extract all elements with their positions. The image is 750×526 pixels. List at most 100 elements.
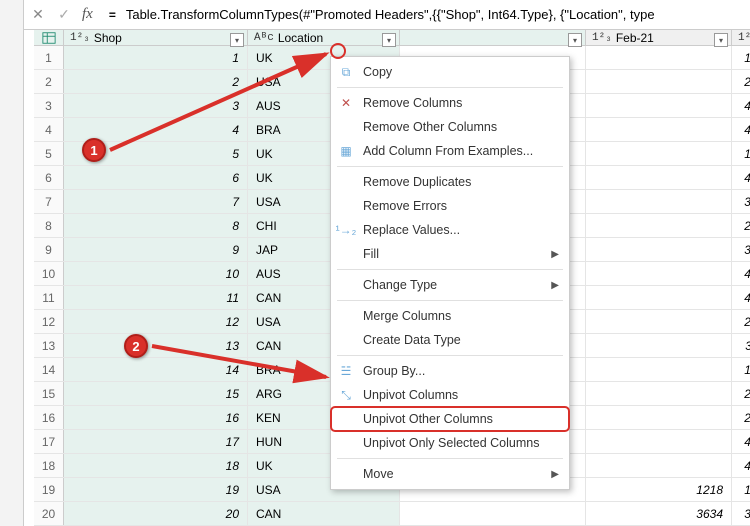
menu-item[interactable]: ✕Remove Columns	[331, 91, 569, 115]
cell-mar[interactable]: 1707	[732, 142, 750, 165]
cell-feb[interactable]	[586, 382, 732, 405]
menu-item[interactable]: Create Data Type	[331, 328, 569, 352]
cell-shop[interactable]: 20	[64, 502, 248, 525]
cell-feb[interactable]	[586, 238, 732, 261]
cell-shop[interactable]: 3	[64, 94, 248, 117]
unpivot-icon: ⤡	[337, 388, 355, 403]
type-int-icon: 1²₃	[738, 32, 750, 44]
cell-feb[interactable]	[586, 70, 732, 93]
cell-shop[interactable]: 1	[64, 46, 248, 69]
cell-mar[interactable]: 2182	[732, 70, 750, 93]
menu-item-label: Remove Other Columns	[363, 120, 559, 134]
cell-feb[interactable]	[586, 430, 732, 453]
menu-item[interactable]: Fill▶	[331, 242, 569, 266]
menu-item[interactable]: Move▶	[331, 462, 569, 486]
menu-item[interactable]: Unpivot Only Selected Columns	[331, 431, 569, 455]
cell-shop[interactable]: 14	[64, 358, 248, 381]
cell-mar[interactable]: 1871	[732, 478, 750, 501]
cell-shop[interactable]: 8	[64, 214, 248, 237]
cell-mar[interactable]: 4234	[732, 430, 750, 453]
menu-item[interactable]: Change Type▶	[331, 273, 569, 297]
cell-feb[interactable]	[586, 94, 732, 117]
cell-shop[interactable]: 6	[64, 166, 248, 189]
cell-shop[interactable]: 15	[64, 382, 248, 405]
dropdown-icon[interactable]: ▾	[714, 33, 728, 47]
confirm-icon[interactable]: ✓	[56, 6, 72, 23]
cell-feb[interactable]	[586, 166, 732, 189]
cell-mar[interactable]: 3281	[732, 502, 750, 525]
cell-mar[interactable]: 4645	[732, 118, 750, 141]
cell-mar[interactable]: 1470	[732, 358, 750, 381]
cell-mar[interactable]: 4799	[732, 286, 750, 309]
cell-feb[interactable]	[586, 358, 732, 381]
formula-text[interactable]: Table.TransformColumnTypes(#"Promoted He…	[126, 7, 655, 22]
cell-shop[interactable]: 19	[64, 478, 248, 501]
cell-shop[interactable]: 18	[64, 454, 248, 477]
cell-feb[interactable]	[586, 118, 732, 141]
cell-shop[interactable]: 2	[64, 70, 248, 93]
column-header-shop[interactable]: 1²₃ Shop ▾	[64, 30, 248, 45]
cell-shop[interactable]: 11	[64, 286, 248, 309]
menu-item[interactable]: ⧉Copy	[331, 60, 569, 84]
menu-item-label: Group By...	[363, 364, 559, 378]
cell-mar[interactable]: 3911	[732, 334, 750, 357]
cell-mar[interactable]: 2153	[732, 310, 750, 333]
menu-item[interactable]: ¹→₂Replace Values...	[331, 218, 569, 242]
cell-mar[interactable]: 4343	[732, 262, 750, 285]
table-row[interactable]: 2020CAN36343281	[34, 502, 750, 526]
cell-feb[interactable]	[586, 286, 732, 309]
cell-shop[interactable]: 13	[64, 334, 248, 357]
cell-shop[interactable]: 12	[64, 310, 248, 333]
cell-feb[interactable]	[586, 334, 732, 357]
cell-feb[interactable]	[586, 406, 732, 429]
menu-item[interactable]: ⤡Unpivot Columns	[331, 383, 569, 407]
dropdown-icon[interactable]: ▾	[382, 33, 396, 47]
fx-icon[interactable]: fx	[82, 6, 93, 23]
cell-shop[interactable]: 7	[64, 190, 248, 213]
menu-separator	[337, 355, 563, 356]
row-number: 19	[34, 478, 64, 501]
cell-mar[interactable]: 3988	[732, 190, 750, 213]
cell-mar[interactable]: 4984	[732, 94, 750, 117]
cell-mar[interactable]: 2855	[732, 406, 750, 429]
menu-item[interactable]: ▦Add Column From Examples...	[331, 139, 569, 163]
menu-item-label: Unpivot Only Selected Columns	[363, 436, 559, 450]
cell-mar[interactable]: 4499	[732, 454, 750, 477]
cell-mar[interactable]: 2678	[732, 214, 750, 237]
menu-item[interactable]: Unpivot Other Columns	[331, 407, 569, 431]
cell-shop[interactable]: 16	[64, 406, 248, 429]
row-number: 16	[34, 406, 64, 429]
menu-item[interactable]: Remove Errors	[331, 194, 569, 218]
cell-feb[interactable]	[586, 454, 732, 477]
cell-mar[interactable]: 2900	[732, 382, 750, 405]
dropdown-icon[interactable]: ▾	[230, 33, 244, 47]
column-header-mar[interactable]: 1²₃ Mar	[732, 30, 750, 45]
menu-item[interactable]: Merge Columns	[331, 304, 569, 328]
cell-shop[interactable]: 10	[64, 262, 248, 285]
table-corner[interactable]	[34, 30, 64, 45]
cell-shop[interactable]: 9	[64, 238, 248, 261]
col-label: Shop	[94, 31, 241, 45]
cell-feb[interactable]: 1218	[586, 478, 732, 501]
column-header-location[interactable]: Aᴮc Location ▾	[248, 30, 400, 45]
cell-feb[interactable]	[586, 142, 732, 165]
cell-mid[interactable]	[400, 502, 586, 525]
cell-mar[interactable]: 1499	[732, 46, 750, 69]
cell-mar[interactable]: 3752	[732, 238, 750, 261]
dropdown-icon[interactable]: ▾	[568, 33, 582, 47]
menu-item[interactable]: ☱Group By...	[331, 359, 569, 383]
column-header-feb[interactable]: 1²₃ Feb-21 ▾	[586, 30, 732, 45]
column-header-hidden[interactable]: ▾	[400, 30, 586, 45]
cell-mar[interactable]: 4860	[732, 166, 750, 189]
menu-item[interactable]: Remove Duplicates	[331, 170, 569, 194]
cell-feb[interactable]	[586, 46, 732, 69]
cell-location[interactable]: CAN	[248, 502, 400, 525]
cell-feb[interactable]	[586, 190, 732, 213]
cell-shop[interactable]: 17	[64, 430, 248, 453]
cell-feb[interactable]	[586, 214, 732, 237]
menu-item[interactable]: Remove Other Columns	[331, 115, 569, 139]
cell-feb[interactable]	[586, 310, 732, 333]
cell-feb[interactable]: 3634	[586, 502, 732, 525]
cell-feb[interactable]	[586, 262, 732, 285]
cancel-icon[interactable]: ✕	[30, 6, 46, 23]
